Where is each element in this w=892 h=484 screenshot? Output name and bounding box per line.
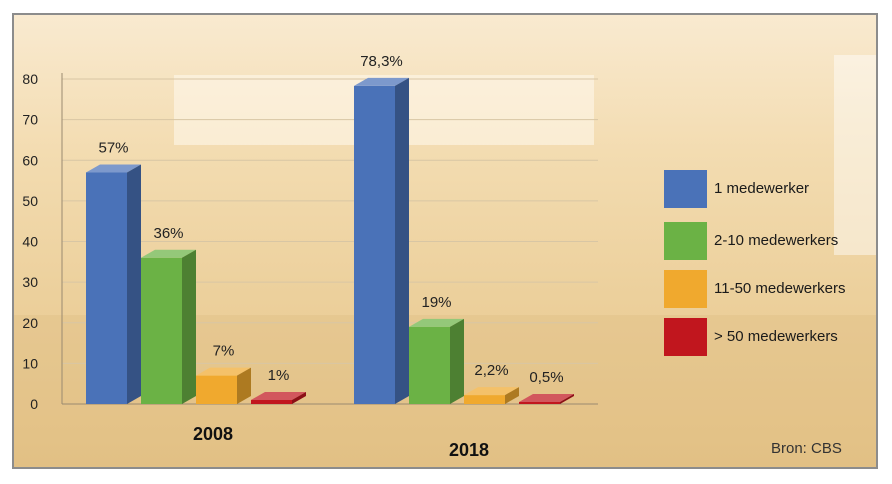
bar-top-face bbox=[519, 393, 574, 402]
data-label: 78,3% bbox=[360, 53, 403, 70]
y-tick-label: 50 bbox=[22, 193, 38, 209]
legend-item-over-50-medewerkers: > 50 medewerkers bbox=[664, 318, 884, 356]
data-label: 0,5% bbox=[529, 369, 563, 386]
category-label-2008: 2008 bbox=[193, 424, 233, 444]
bar-top-face bbox=[464, 387, 519, 396]
category-label-2018: 2018 bbox=[449, 440, 489, 460]
data-label: 2,2% bbox=[474, 362, 508, 379]
y-tick-label: 80 bbox=[22, 71, 38, 87]
bar-top-face bbox=[409, 318, 464, 327]
legend-swatch bbox=[664, 318, 707, 356]
bar-top-face bbox=[141, 249, 196, 258]
bar-side-face bbox=[292, 391, 306, 404]
legend-label: > 50 medewerkers bbox=[714, 328, 838, 345]
y-tick-label: 70 bbox=[22, 112, 38, 128]
legend-swatch bbox=[664, 222, 707, 260]
data-label: 36% bbox=[153, 225, 183, 242]
bar-side-face bbox=[237, 367, 251, 404]
bar-2008-1 bbox=[86, 172, 127, 404]
bar-2008-4 bbox=[251, 399, 292, 404]
legend-item-11-50-medewerkers: 11-50 medewerkers bbox=[664, 270, 884, 308]
y-tick-label: 0 bbox=[30, 396, 38, 412]
y-tick-label: 40 bbox=[22, 234, 38, 250]
bar-top-face bbox=[86, 164, 141, 173]
bar-side-face bbox=[127, 164, 141, 404]
bar-top-face bbox=[251, 391, 306, 400]
bar-side-face bbox=[560, 393, 574, 404]
data-label: 19% bbox=[421, 294, 451, 311]
legend-swatch bbox=[664, 270, 707, 308]
bar-side-face bbox=[450, 318, 464, 404]
background-window bbox=[834, 55, 876, 255]
legend-label: 11-50 medewerkers bbox=[714, 280, 846, 297]
data-label: 1% bbox=[268, 367, 290, 384]
legend-item-1-medewerker: 1 medewerker bbox=[664, 170, 884, 208]
bar-top-face bbox=[354, 77, 409, 86]
y-tick-label: 30 bbox=[22, 274, 38, 290]
y-tick-label: 10 bbox=[22, 355, 38, 371]
bar-side-face bbox=[182, 249, 196, 404]
legend-swatch bbox=[664, 170, 707, 208]
legend-label: 2-10 medewerkers bbox=[714, 232, 839, 249]
data-label: 57% bbox=[98, 139, 128, 156]
bar-2018-2 bbox=[409, 326, 450, 404]
legend-label: 1 medewerker bbox=[714, 180, 810, 197]
bar-side-face bbox=[395, 77, 409, 404]
bar-2018-1 bbox=[354, 85, 395, 404]
bar-2008-2 bbox=[141, 257, 182, 404]
y-tick-label: 20 bbox=[22, 315, 38, 331]
legend-item-2-10-medewerkers: 2-10 medewerkers bbox=[664, 222, 884, 260]
bar-2018-4 bbox=[519, 401, 560, 404]
data-label: 7% bbox=[213, 343, 235, 360]
labels-layer: 0 10 20 30 40 50 60 70 80 57% 36% 7% 1% 78,3% 19% 2,2% 0… bbox=[22, 53, 563, 460]
bar-2018-3 bbox=[464, 395, 505, 404]
bars-layer bbox=[86, 77, 574, 404]
bar-top-face bbox=[196, 367, 251, 376]
bar-2008-3 bbox=[196, 375, 237, 404]
bar-side-face bbox=[505, 387, 519, 404]
source-label: Bron: CBS bbox=[771, 440, 842, 457]
y-tick-label: 60 bbox=[22, 152, 38, 168]
